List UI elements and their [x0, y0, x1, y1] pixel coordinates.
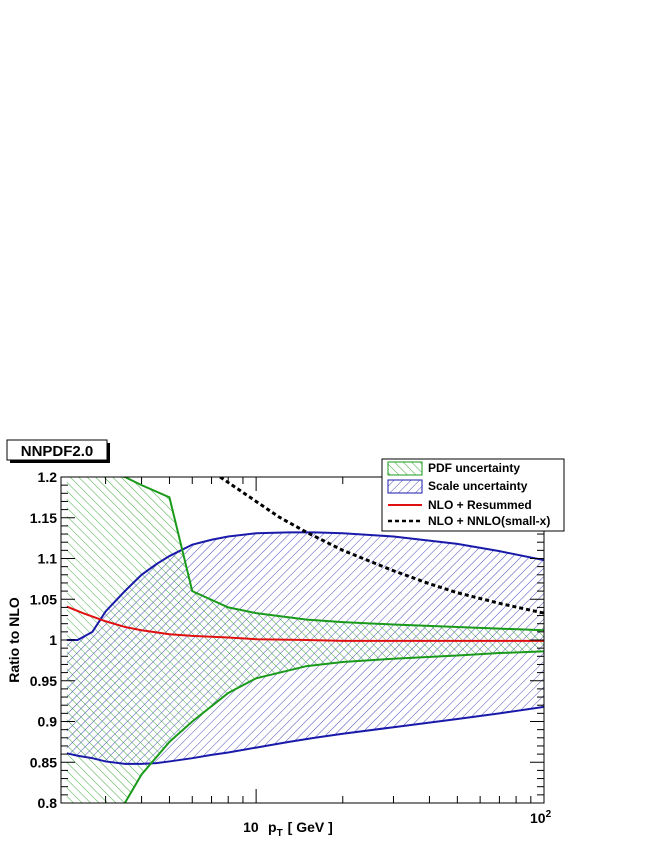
y-tick-label: 0.9	[38, 714, 58, 730]
y-tick-label: 0.8	[38, 795, 58, 811]
x-tick-label: 10	[243, 819, 259, 835]
legend-entry-scale: Scale uncertainty	[387, 479, 528, 494]
y-tick-label: 0.85	[30, 754, 57, 770]
legend-swatch-scale	[387, 479, 423, 494]
y-axis-title: Ratio to NLO	[6, 597, 22, 683]
y-tick-label: 1.1	[38, 551, 58, 567]
x-tick-label: 102	[530, 809, 552, 826]
legend-swatch-pdf	[387, 461, 423, 476]
legend-entry-resummed: NLO + Resummed	[388, 498, 532, 512]
x-axis-title: pT [ GeV ]	[268, 819, 333, 839]
lines-layer	[66, 477, 544, 803]
resummed-line	[66, 605, 544, 642]
y-tick-label: 1	[49, 632, 57, 648]
axis-tick-labels: 0.8 0.85 0.9 0.95 1 1.05 1.1 1.15 1.2 10 102	[30, 469, 552, 835]
nnlo-line	[219, 477, 544, 615]
svg-text:pT[ GeV ]: pT [ GeV ]	[268, 819, 333, 839]
scale-band-lower-edge	[66, 705, 544, 765]
legend-entry-nnlo: NLO + NNLO(small-x)	[388, 514, 550, 528]
x-axis-title-main: p	[268, 819, 277, 835]
y-tick-label: 0.95	[30, 673, 57, 689]
pdf-band-lower-edge	[123, 650, 544, 803]
scale-band-upper-edge	[66, 531, 544, 641]
legend-label-pdf: PDF uncertainty	[428, 461, 520, 475]
y-tick-label: 1.05	[30, 591, 57, 607]
chart-tag: NNPDF2.0	[6, 439, 110, 463]
y-tick-label: 1.15	[30, 510, 57, 526]
chart-tag-label: NNPDF2.0	[21, 443, 94, 460]
legend-label-scale: Scale uncertainty	[428, 479, 528, 493]
x-axis-title-sub: T	[277, 828, 283, 839]
y-tick-label: 1.2	[38, 469, 58, 485]
legend-label-resummed: NLO + Resummed	[428, 498, 532, 512]
legend: PDF uncertainty Scale uncertainty NLO + Re…	[381, 458, 565, 532]
legend-label-nnlo: NLO + NNLO(small-x)	[428, 514, 550, 528]
x-axis-title-unit: [ GeV ]	[288, 819, 333, 835]
legend-entry-pdf: PDF uncertainty	[387, 461, 520, 476]
pdf-band-upper-edge	[120, 477, 544, 632]
